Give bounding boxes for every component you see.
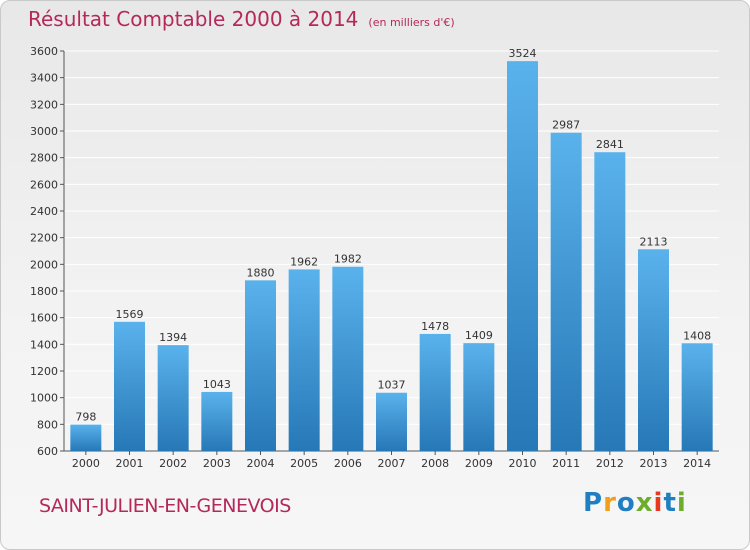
- x-tick-label: 2003: [203, 457, 231, 470]
- bar: [70, 424, 102, 451]
- bar: [114, 321, 145, 451]
- bar: [681, 343, 713, 451]
- data-label: 1037: [378, 379, 406, 392]
- logo-letter: x: [635, 488, 654, 518]
- data-label: 1394: [159, 331, 187, 344]
- bar: [419, 333, 451, 451]
- bar: [550, 132, 582, 451]
- data-label: 1962: [290, 255, 318, 268]
- proxiti-logo[interactable]: Proxiti: [583, 488, 687, 518]
- y-tick-label: 3200: [30, 98, 58, 111]
- data-label: 2113: [640, 235, 668, 248]
- y-tick-label: 800: [37, 418, 58, 431]
- y-tick-label: 2600: [30, 178, 58, 191]
- city-name: SAINT-JULIEN-EN-GENEVOIS: [39, 495, 291, 517]
- data-label: 2841: [596, 138, 624, 151]
- y-tick-label: 2000: [30, 258, 58, 271]
- x-tick-label: 2005: [290, 457, 318, 470]
- y-tick-label: 2400: [30, 205, 58, 218]
- data-label: 798: [75, 411, 96, 424]
- bar: [332, 266, 364, 451]
- bar: [376, 392, 407, 451]
- bar: [638, 249, 669, 451]
- bar: [463, 343, 495, 451]
- bars: [70, 61, 713, 452]
- y-tick-label: 2800: [30, 152, 58, 165]
- logo-letter: i: [653, 488, 664, 518]
- x-tick-label: 2007: [378, 457, 406, 470]
- data-labels: 798 1569 1394 1043 1880 1962 1982 1037 1478 1409 3…: [75, 47, 711, 423]
- y-tick-label: 3400: [30, 72, 58, 85]
- data-label: 1478: [421, 320, 449, 333]
- x-tick-label: 2004: [247, 457, 275, 470]
- bar: [157, 345, 189, 451]
- y-tick-label: 3000: [30, 125, 58, 138]
- data-label: 1408: [683, 329, 711, 342]
- data-label: 2987: [552, 119, 580, 132]
- logo-letter: i: [676, 488, 687, 518]
- data-label: 3524: [509, 47, 537, 60]
- logo-letter: P: [583, 488, 604, 518]
- x-tick-label: 2012: [596, 457, 624, 470]
- x-tick-label: 2010: [509, 457, 537, 470]
- logo-letter: t: [663, 488, 677, 518]
- x-tick-label: 2006: [334, 457, 362, 470]
- y-tick-label: 2200: [30, 232, 58, 245]
- bar: [201, 391, 233, 451]
- data-label: 1982: [334, 253, 362, 266]
- x-tick-label: 2001: [116, 457, 144, 470]
- x-tick-label: 2008: [421, 457, 449, 470]
- data-label: 1569: [116, 308, 144, 321]
- x-tick-label: 2009: [465, 457, 493, 470]
- x-tick-label: 2014: [683, 457, 711, 470]
- y-tick-label: 1600: [30, 312, 58, 325]
- logo-letter: r: [603, 488, 617, 518]
- data-label: 1880: [247, 266, 275, 279]
- bar: [245, 280, 276, 451]
- y-tick-label: 1400: [30, 338, 58, 351]
- x-tick-label: 2002: [159, 457, 187, 470]
- data-label: 1409: [465, 329, 493, 342]
- title-text: Résultat Comptable 2000 à 2014: [28, 7, 359, 31]
- bar: [594, 152, 626, 451]
- y-tick-label: 1200: [30, 365, 58, 378]
- y-tick-label: 1000: [30, 392, 58, 405]
- bar: [288, 269, 320, 451]
- x-tick-label: 2011: [552, 457, 580, 470]
- y-tick-label: 1800: [30, 285, 58, 298]
- bar: [507, 61, 538, 452]
- y-tick-label: 3600: [30, 45, 58, 58]
- x-axis: 2000 2001 2002 2003 2004 2005 2006 2007 2008 2009…: [72, 451, 711, 470]
- logo-letter: o: [616, 488, 636, 518]
- chart-title: Résultat Comptable 2000 à 2014 (en millie…: [28, 7, 455, 31]
- x-tick-label: 2000: [72, 457, 100, 470]
- x-tick-label: 2013: [640, 457, 668, 470]
- data-label: 1043: [203, 378, 231, 391]
- y-tick-label: 600: [37, 445, 58, 458]
- title-unit: (en milliers d'€): [368, 16, 455, 29]
